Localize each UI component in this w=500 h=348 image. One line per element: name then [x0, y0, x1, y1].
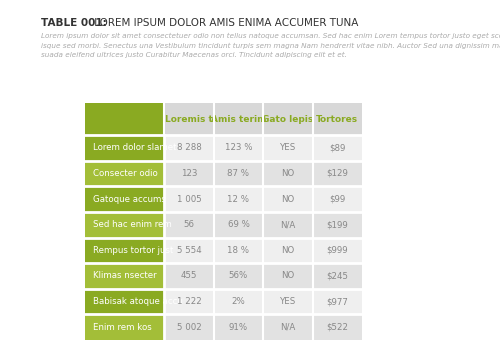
Bar — [312, 135, 362, 161]
Bar — [86, 263, 164, 289]
Bar — [164, 103, 214, 135]
Bar — [312, 314, 362, 340]
Text: 8 288: 8 288 — [176, 143, 202, 152]
Bar — [164, 289, 214, 314]
Text: $245: $245 — [326, 271, 348, 280]
Text: Amis terim: Amis terim — [210, 114, 266, 124]
Text: Gato lepis: Gato lepis — [262, 114, 314, 124]
Text: Gatoque accums: Gatoque accums — [92, 195, 166, 204]
Bar — [164, 237, 214, 263]
Bar — [312, 161, 362, 186]
Bar — [86, 161, 164, 186]
Text: 1 005: 1 005 — [176, 195, 202, 204]
Text: 56%: 56% — [229, 271, 248, 280]
Text: 12 %: 12 % — [228, 195, 250, 204]
Bar — [86, 212, 164, 237]
Text: YES: YES — [280, 143, 296, 152]
Bar — [164, 135, 214, 161]
Bar — [263, 237, 312, 263]
Text: 1 222: 1 222 — [176, 297, 202, 306]
Text: 455: 455 — [181, 271, 198, 280]
Text: YES: YES — [280, 297, 296, 306]
Bar — [263, 186, 312, 212]
Text: $89: $89 — [329, 143, 345, 152]
Text: LOREM IPSUM DOLOR AMIS ENIMA ACCUMER TUNA: LOREM IPSUM DOLOR AMIS ENIMA ACCUMER TUN… — [91, 18, 358, 28]
Text: Consecter odio: Consecter odio — [92, 169, 158, 178]
Bar — [263, 161, 312, 186]
Bar — [214, 135, 263, 161]
Text: suada eleifend ultrices justo Curabitur Maecenas orci. Tincidunt adipiscing elit: suada eleifend ultrices justo Curabitur … — [41, 52, 346, 58]
Text: 56: 56 — [184, 220, 194, 229]
Bar — [214, 186, 263, 212]
Bar — [263, 289, 312, 314]
Text: 87 %: 87 % — [228, 169, 250, 178]
Text: $977: $977 — [326, 297, 348, 306]
Bar — [164, 161, 214, 186]
Text: NO: NO — [282, 271, 294, 280]
Text: 123 %: 123 % — [224, 143, 252, 152]
Bar — [86, 314, 164, 340]
Text: Tortores: Tortores — [316, 114, 358, 124]
Bar — [164, 314, 214, 340]
Bar — [312, 289, 362, 314]
Text: N/A: N/A — [280, 220, 295, 229]
Bar — [164, 263, 214, 289]
Text: NO: NO — [282, 246, 294, 255]
Text: Lorem ipsum dolor sit amet consectetuer odio non tellus natoque accumsan. Sed ha: Lorem ipsum dolor sit amet consectetuer … — [41, 33, 500, 39]
Bar — [312, 263, 362, 289]
Text: isque sed morbi. Senectus una Vestibulum tincidunt turpis sem magna Nam hendreri: isque sed morbi. Senectus una Vestibulum… — [41, 42, 500, 49]
Bar — [86, 186, 164, 212]
Bar — [263, 263, 312, 289]
Text: Lorem dolor slamet: Lorem dolor slamet — [92, 143, 176, 152]
Text: NO: NO — [282, 169, 294, 178]
Bar — [214, 289, 263, 314]
Bar — [164, 186, 214, 212]
Text: N/A: N/A — [280, 323, 295, 332]
Bar — [263, 314, 312, 340]
Bar — [312, 212, 362, 237]
Text: $999: $999 — [326, 246, 348, 255]
Bar — [312, 186, 362, 212]
Text: Babisak atoque accu: Babisak atoque accu — [92, 297, 182, 306]
Text: $129: $129 — [326, 169, 348, 178]
Text: Rempus tortor just: Rempus tortor just — [92, 246, 173, 255]
Bar — [263, 103, 312, 135]
Bar — [214, 161, 263, 186]
Text: Klimas nsecter: Klimas nsecter — [92, 271, 156, 280]
Text: 5 554: 5 554 — [176, 246, 202, 255]
Bar — [214, 314, 263, 340]
Text: TABLE 001:: TABLE 001: — [41, 18, 106, 28]
Text: $522: $522 — [326, 323, 348, 332]
Text: 91%: 91% — [229, 323, 248, 332]
Text: 5 002: 5 002 — [176, 323, 202, 332]
Bar — [86, 103, 164, 135]
Bar — [86, 135, 164, 161]
Bar — [214, 237, 263, 263]
Text: Sed hac enim rem: Sed hac enim rem — [92, 220, 172, 229]
Text: 18 %: 18 % — [228, 246, 250, 255]
Text: $199: $199 — [326, 220, 348, 229]
Bar — [312, 103, 362, 135]
Text: 2%: 2% — [232, 297, 245, 306]
Text: 123: 123 — [181, 169, 198, 178]
Text: Enim rem kos: Enim rem kos — [92, 323, 152, 332]
Text: Loremis t: Loremis t — [165, 114, 213, 124]
Bar — [263, 212, 312, 237]
Bar — [214, 212, 263, 237]
Bar — [312, 237, 362, 263]
Text: 69 %: 69 % — [228, 220, 250, 229]
Bar — [214, 103, 263, 135]
Bar — [263, 135, 312, 161]
Bar — [86, 237, 164, 263]
Text: $99: $99 — [329, 195, 345, 204]
Bar — [86, 289, 164, 314]
Bar — [214, 263, 263, 289]
Text: NO: NO — [282, 195, 294, 204]
Bar — [164, 212, 214, 237]
